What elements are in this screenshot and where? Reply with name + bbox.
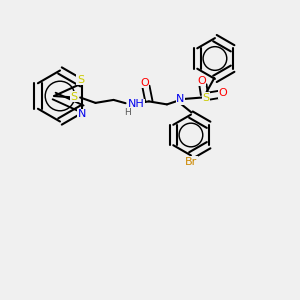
Text: O: O [197, 76, 206, 86]
Text: N: N [176, 94, 184, 104]
Text: S: S [71, 92, 78, 102]
Text: S: S [77, 75, 84, 85]
Text: H: H [124, 108, 131, 117]
Text: O: O [140, 78, 149, 88]
Text: NH: NH [128, 99, 145, 110]
Text: S: S [202, 92, 209, 103]
Text: Br: Br [185, 157, 197, 167]
Text: N: N [78, 109, 86, 119]
Text: O: O [219, 88, 227, 98]
